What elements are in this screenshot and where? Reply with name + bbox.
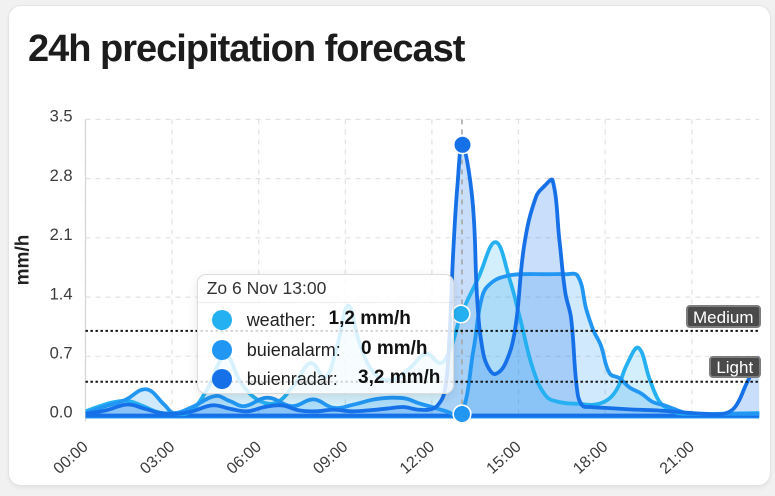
svg-text:2.8: 2.8 — [50, 167, 73, 185]
svg-text:18:00: 18:00 — [570, 438, 611, 477]
svg-text:09:00: 09:00 — [310, 438, 351, 477]
svg-text:0.7: 0.7 — [50, 345, 73, 363]
svg-text:3.5: 3.5 — [50, 108, 73, 126]
svg-text:2.1: 2.1 — [50, 226, 73, 244]
svg-text:03:00: 03:00 — [137, 438, 178, 477]
svg-text:0.0: 0.0 — [50, 404, 73, 422]
svg-text:21:00: 21:00 — [657, 438, 698, 477]
svg-text:06:00: 06:00 — [224, 438, 265, 477]
svg-text:00:00: 00:00 — [51, 438, 92, 477]
svg-text:1.4: 1.4 — [50, 285, 73, 303]
svg-text:mm/h: mm/h — [13, 235, 34, 286]
svg-text:15:00: 15:00 — [484, 438, 525, 477]
svg-text:12:00: 12:00 — [397, 438, 438, 477]
